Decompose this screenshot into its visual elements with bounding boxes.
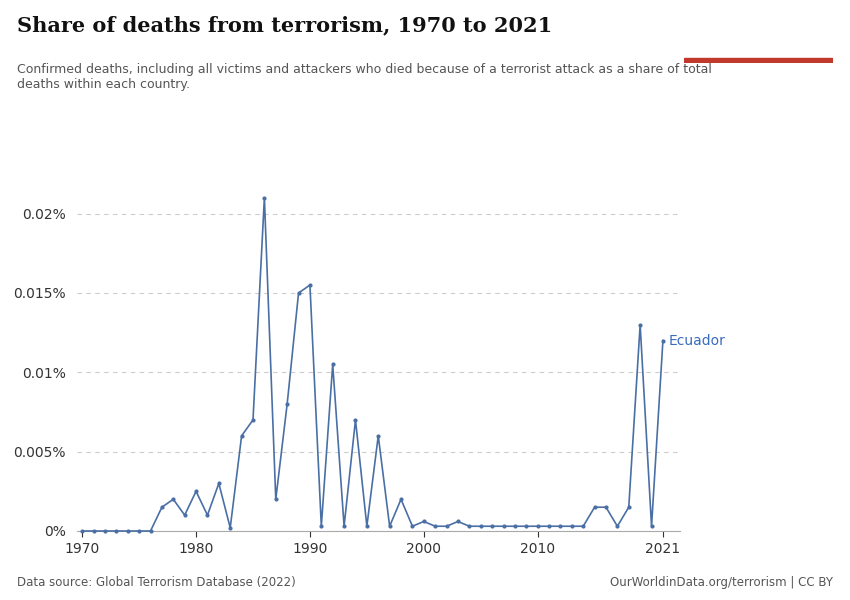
Text: Our World: Our World	[727, 19, 790, 29]
Text: Share of deaths from terrorism, 1970 to 2021: Share of deaths from terrorism, 1970 to …	[17, 15, 552, 35]
Text: Ecuador: Ecuador	[669, 334, 726, 347]
Text: in Data: in Data	[736, 37, 781, 46]
Text: Data source: Global Terrorism Database (2022): Data source: Global Terrorism Database (…	[17, 576, 296, 589]
Text: Confirmed deaths, including all victims and attackers who died because of a terr: Confirmed deaths, including all victims …	[17, 63, 711, 91]
Bar	[684, 58, 833, 63]
Text: OurWorldinData.org/terrorism | CC BY: OurWorldinData.org/terrorism | CC BY	[610, 576, 833, 589]
